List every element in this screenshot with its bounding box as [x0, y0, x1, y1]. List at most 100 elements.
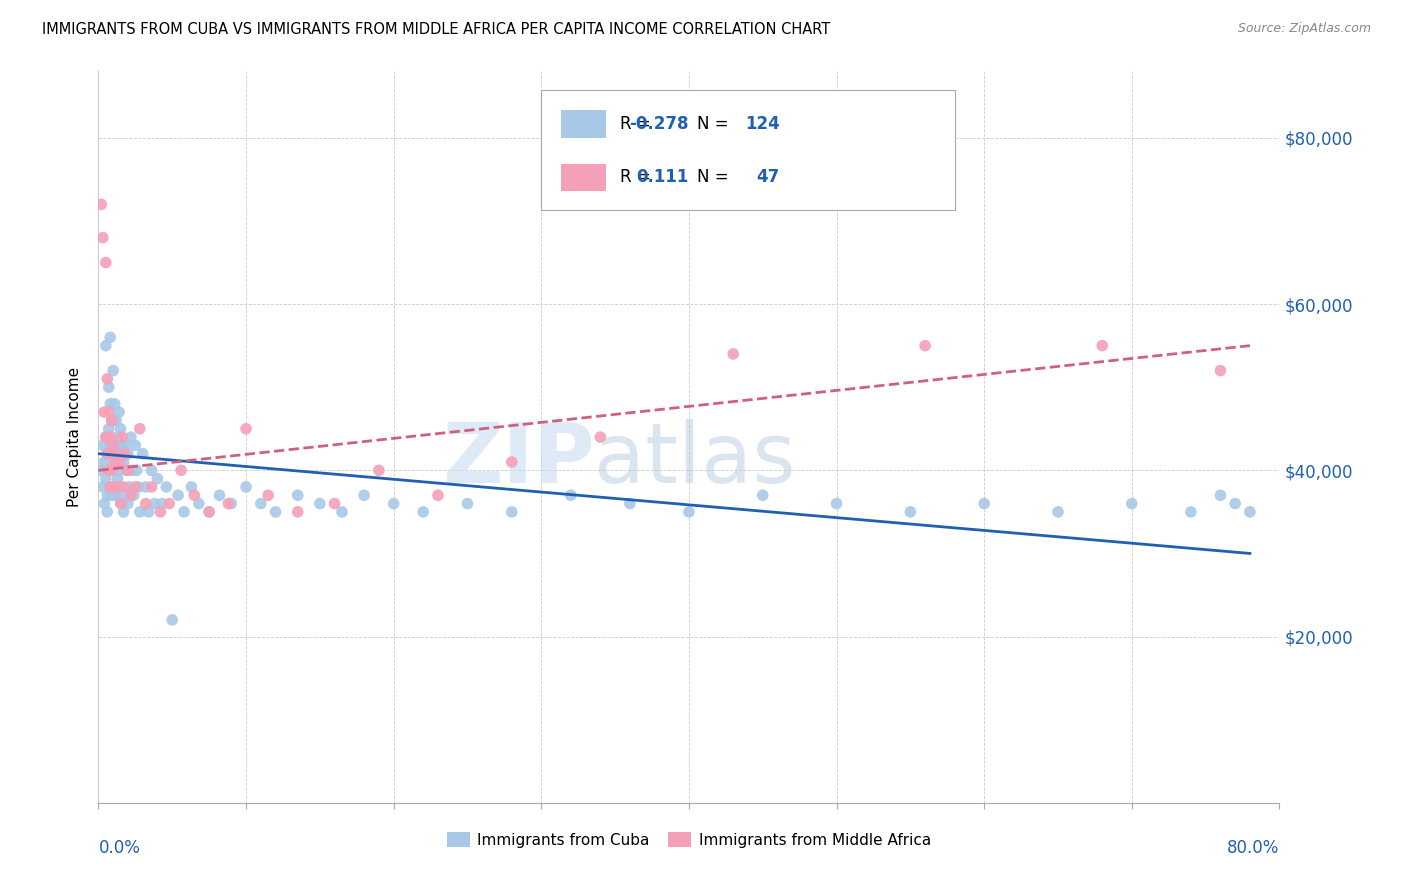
Point — [112, 505, 135, 519]
Point — [104, 397, 127, 411]
Text: -0.278: -0.278 — [630, 115, 689, 133]
Point — [107, 480, 129, 494]
Point — [330, 505, 353, 519]
Point — [309, 497, 332, 511]
Point — [105, 413, 128, 427]
Point — [501, 455, 523, 469]
Point — [141, 480, 163, 494]
Text: 0.0%: 0.0% — [98, 839, 141, 857]
Point — [122, 488, 145, 502]
Point — [1121, 497, 1143, 511]
Point — [90, 463, 112, 477]
Point — [235, 480, 257, 494]
Point — [1046, 505, 1070, 519]
Point — [221, 497, 243, 511]
Text: 47: 47 — [756, 169, 780, 186]
Point — [128, 422, 150, 436]
Point — [146, 472, 169, 486]
Point — [457, 497, 479, 511]
Point — [96, 372, 118, 386]
Legend: Immigrants from Cuba, Immigrants from Middle Africa: Immigrants from Cuba, Immigrants from Mi… — [441, 825, 936, 854]
Point — [117, 463, 139, 477]
Point — [103, 363, 125, 377]
Point — [162, 613, 183, 627]
Point — [105, 447, 128, 461]
Point — [94, 255, 117, 269]
Point — [100, 447, 122, 461]
Point — [118, 480, 141, 494]
Point — [124, 438, 146, 452]
Point — [104, 438, 127, 452]
Point — [96, 447, 118, 461]
Point — [678, 505, 700, 519]
Point — [103, 488, 125, 502]
Point — [94, 430, 117, 444]
Point — [135, 497, 157, 511]
Point — [900, 505, 922, 519]
Text: R =: R = — [620, 169, 651, 186]
Point — [619, 497, 641, 511]
Point — [96, 447, 118, 461]
Point — [287, 505, 309, 519]
Point — [124, 480, 146, 494]
Point — [100, 488, 122, 502]
Point — [198, 505, 221, 519]
Point — [208, 488, 231, 502]
Point — [187, 497, 209, 511]
Point — [112, 455, 135, 469]
Point — [111, 497, 134, 511]
Point — [183, 488, 205, 502]
Point — [1209, 488, 1232, 502]
Point — [104, 480, 127, 494]
Point — [250, 497, 273, 511]
Point — [825, 497, 848, 511]
Point — [170, 463, 193, 477]
Text: 124: 124 — [745, 115, 780, 133]
Point — [100, 463, 122, 477]
Point — [127, 480, 149, 494]
Point — [103, 438, 125, 452]
Point — [589, 430, 612, 444]
Point — [1180, 505, 1202, 519]
Y-axis label: Per Capita Income: Per Capita Income — [67, 367, 83, 508]
Point — [501, 505, 523, 519]
Point — [198, 505, 221, 519]
Point — [217, 497, 239, 511]
Point — [323, 497, 346, 511]
Point — [91, 480, 114, 494]
Point — [110, 497, 132, 511]
Point — [108, 463, 131, 477]
Text: R =: R = — [620, 115, 651, 133]
Point — [103, 480, 125, 494]
Point — [93, 455, 115, 469]
Point — [120, 488, 142, 502]
Text: atlas: atlas — [595, 418, 796, 500]
Point — [94, 430, 117, 444]
Text: ZIP: ZIP — [441, 418, 595, 500]
Point — [104, 455, 127, 469]
Point — [120, 430, 142, 444]
Point — [412, 505, 434, 519]
Point — [235, 422, 257, 436]
Point — [90, 197, 112, 211]
Point — [100, 413, 122, 427]
FancyBboxPatch shape — [541, 90, 955, 211]
Point — [97, 463, 120, 477]
Point — [155, 480, 177, 494]
Point — [91, 230, 114, 244]
Point — [110, 422, 132, 436]
Point — [427, 488, 450, 502]
Point — [257, 488, 280, 502]
Point — [111, 430, 134, 444]
Point — [108, 455, 131, 469]
Point — [125, 463, 148, 477]
Point — [115, 463, 138, 477]
Point — [97, 405, 120, 419]
Point — [128, 505, 150, 519]
Point — [111, 438, 134, 452]
Point — [98, 430, 121, 444]
Point — [368, 463, 391, 477]
Point — [98, 330, 121, 344]
Point — [114, 488, 136, 502]
Point — [117, 447, 139, 461]
